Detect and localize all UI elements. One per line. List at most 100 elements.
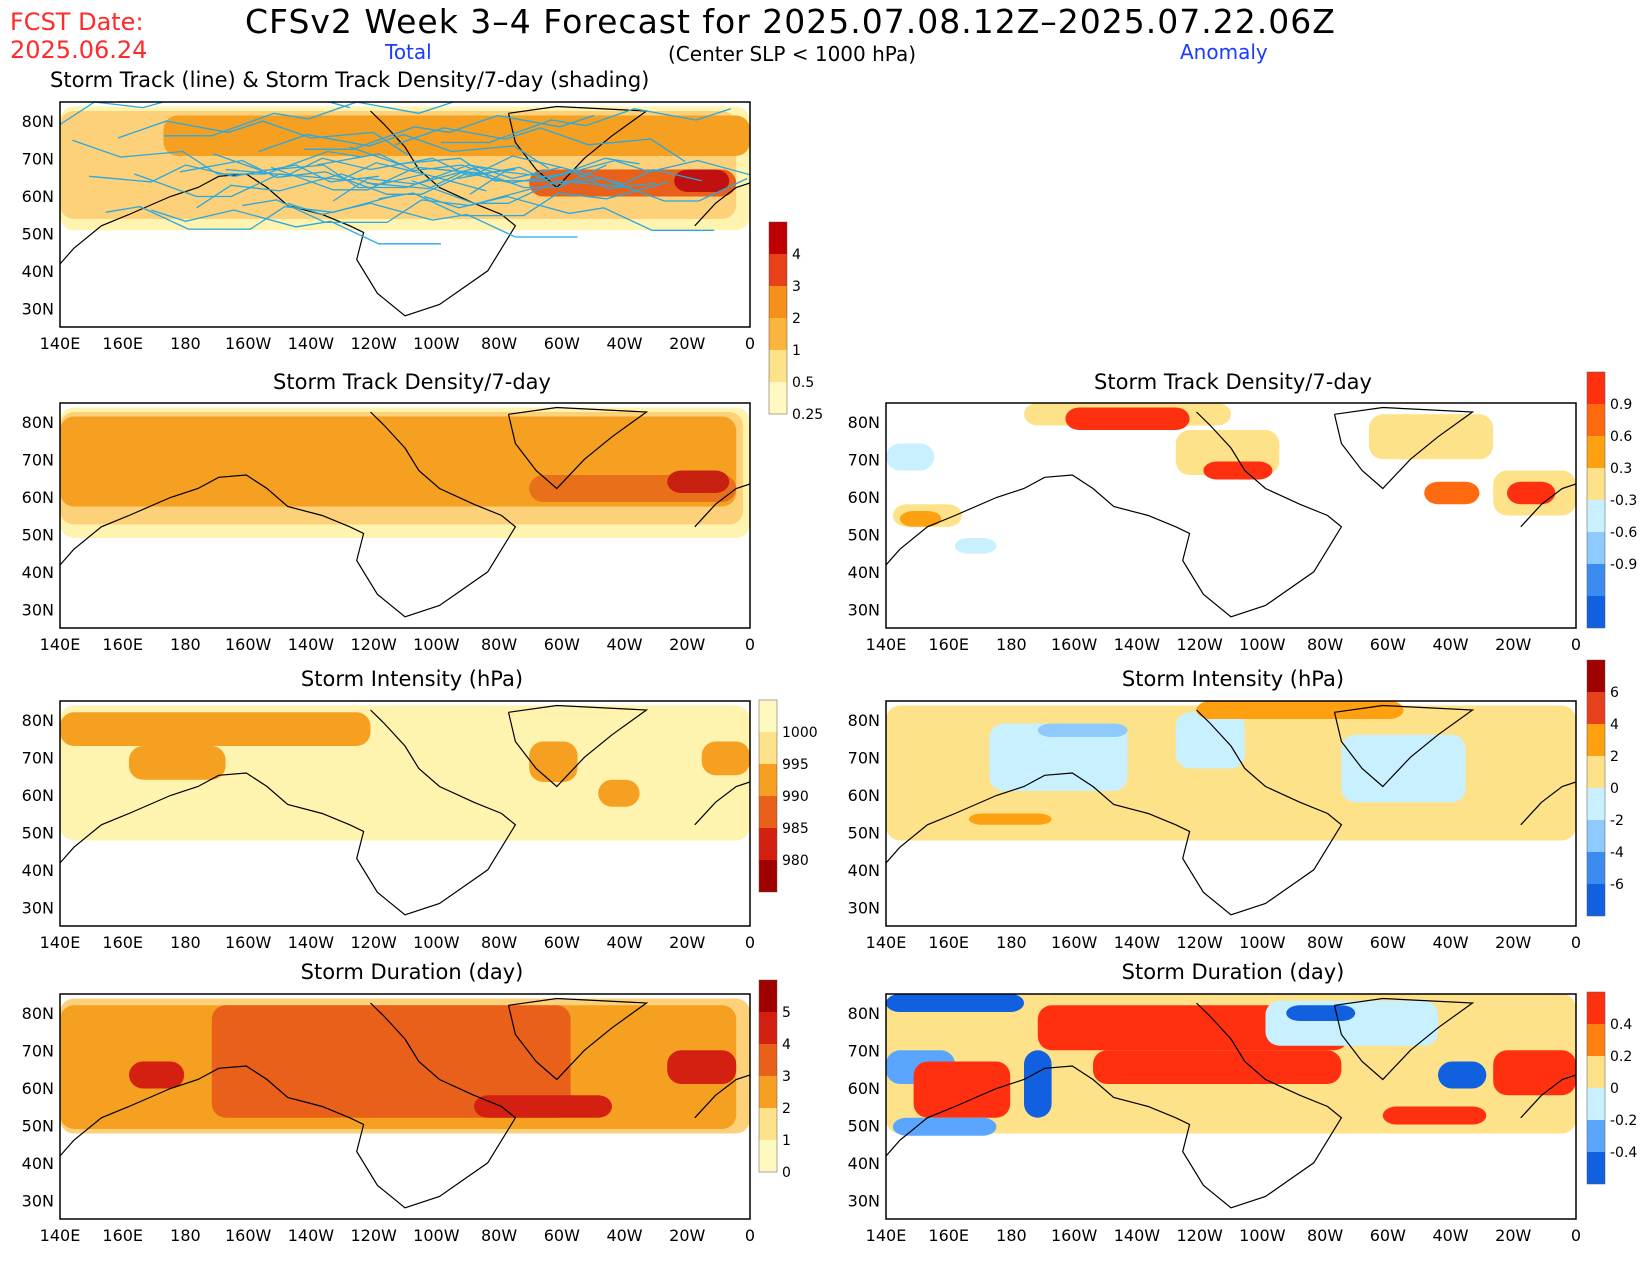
- lon-label: 20W: [1495, 635, 1531, 654]
- colorbar-swatch: [759, 1012, 777, 1044]
- colorbar-label: 985: [782, 821, 809, 837]
- colorbar-swatch: [1587, 992, 1605, 1024]
- anomaly-label: Anomaly: [1180, 40, 1268, 64]
- storm-track-line: [150, 209, 441, 245]
- lon-label: 80W: [1307, 635, 1343, 654]
- colorbar-duration_anom: 0.4 0.2 0 -0.2 -0.4: [1586, 991, 1637, 1185]
- lon-label: 120W: [350, 933, 397, 952]
- lat-label: 30N: [22, 898, 54, 917]
- lon-label: 140W: [288, 933, 335, 952]
- lat-label: 30N: [22, 299, 54, 318]
- storm-track-line: [270, 155, 562, 191]
- lon-label: 140E: [866, 635, 907, 654]
- lon-label: 80W: [481, 1226, 517, 1245]
- lat-label: 80N: [22, 1004, 54, 1023]
- lat-label: 50N: [22, 823, 54, 842]
- storm-track-line: [258, 133, 549, 169]
- map-frame: [59, 402, 751, 629]
- coastline: [60, 709, 517, 916]
- lat-label: 50N: [22, 224, 54, 243]
- lon-label: 80W: [481, 635, 517, 654]
- lon-label: 140W: [1114, 635, 1161, 654]
- lat-label: 50N: [848, 1116, 880, 1135]
- lon-label: 0: [745, 1226, 755, 1245]
- lat-label: 70N: [848, 748, 880, 767]
- lon-label: 140E: [866, 1226, 907, 1245]
- lon-label: 160W: [1051, 1226, 1098, 1245]
- storm-track-line: [179, 159, 471, 195]
- lon-label: 60W: [1370, 635, 1406, 654]
- colorbar-swatch: [1587, 404, 1605, 436]
- coastline: [694, 483, 750, 528]
- colorbar-swatch: [759, 700, 777, 732]
- colorbar-swatch: [1587, 1120, 1605, 1152]
- colorbar-label: 4: [1610, 717, 1619, 733]
- coastline: [1333, 997, 1475, 1081]
- colorbar-label: 6: [1610, 685, 1619, 701]
- colorbar-swatch: [1587, 724, 1605, 756]
- lon-label: 40W: [1432, 933, 1468, 952]
- lat-label: 50N: [848, 525, 880, 544]
- colorbar-swatch: [759, 764, 777, 796]
- coastline: [1520, 1074, 1576, 1119]
- colorbar-swatch: [759, 732, 777, 764]
- lon-label: 80W: [1307, 1226, 1343, 1245]
- main-title: CFSv2 Week 3–4 Forecast for 2025.07.08.1…: [245, 2, 1336, 41]
- lon-label: 0: [1571, 635, 1581, 654]
- coastline: [886, 411, 1343, 618]
- criterion-label: (Center SLP < 1000 hPa): [668, 42, 916, 66]
- colorbar-label: 2: [792, 311, 801, 327]
- lat-label: 40N: [22, 563, 54, 582]
- coastline: [60, 110, 517, 317]
- lon-label: 40W: [606, 334, 642, 353]
- lon-label: 0: [1571, 1226, 1581, 1245]
- colorbar-swatch: [759, 1076, 777, 1108]
- lat-label: 40N: [848, 563, 880, 582]
- colorbar-swatch: [759, 828, 777, 860]
- colorbar-label: -2: [1610, 813, 1624, 829]
- lon-label: 20W: [669, 933, 705, 952]
- lat-label: 40N: [848, 1154, 880, 1173]
- lat-label: 70N: [22, 149, 54, 168]
- storm-track-line: [316, 153, 607, 189]
- lon-label: 160W: [225, 635, 272, 654]
- colorbar-swatch: [1587, 660, 1605, 692]
- lon-label: 180: [170, 334, 201, 353]
- lon-label: 60W: [544, 334, 580, 353]
- lon-label: 100W: [413, 334, 460, 353]
- colorbar-swatch: [1587, 852, 1605, 884]
- lat-label: 40N: [848, 861, 880, 880]
- lon-label: 60W: [1370, 933, 1406, 952]
- lon-label: 120W: [350, 334, 397, 353]
- lon-label: 140W: [1114, 1226, 1161, 1245]
- colorbar-label: 980: [782, 853, 809, 869]
- lat-label: 80N: [848, 1004, 880, 1023]
- colorbar-swatch: [1587, 1152, 1605, 1184]
- lon-label: 100W: [413, 933, 460, 952]
- colorbar-label: 4: [782, 1037, 791, 1053]
- colorbar-swatch: [759, 796, 777, 828]
- lon-label: 160W: [225, 933, 272, 952]
- colorbar-label: -0.2: [1610, 1113, 1637, 1129]
- colorbar-label: -0.3: [1610, 493, 1637, 509]
- lat-label: 60N: [22, 786, 54, 805]
- colorbar-duration_total: 5 4 3 2 1 0: [758, 979, 791, 1181]
- lon-label: 40W: [606, 933, 642, 952]
- colorbar-label: 1000: [782, 725, 818, 741]
- lon-label: 160W: [225, 1226, 272, 1245]
- lat-label: 80N: [848, 413, 880, 432]
- colorbar-label: 0.9: [1610, 397, 1632, 413]
- lon-label: 140W: [288, 334, 335, 353]
- storm-track-line: [287, 202, 578, 238]
- lat-label: 50N: [848, 823, 880, 842]
- colorbar-swatch: [1587, 1056, 1605, 1088]
- map-track: 80N 70N 60N 50N 40N 30N 140E 160E 180 160W 140W 120…: [22, 101, 755, 353]
- colorbar-swatch: [769, 286, 787, 318]
- lon-label: 140E: [866, 933, 907, 952]
- lat-label: 70N: [848, 450, 880, 469]
- storm-track-line: [72, 139, 363, 175]
- lon-label: 120W: [350, 1226, 397, 1245]
- lon-label: 20W: [669, 334, 705, 353]
- storm-track-line: [440, 108, 731, 144]
- colorbar-label: 990: [782, 789, 809, 805]
